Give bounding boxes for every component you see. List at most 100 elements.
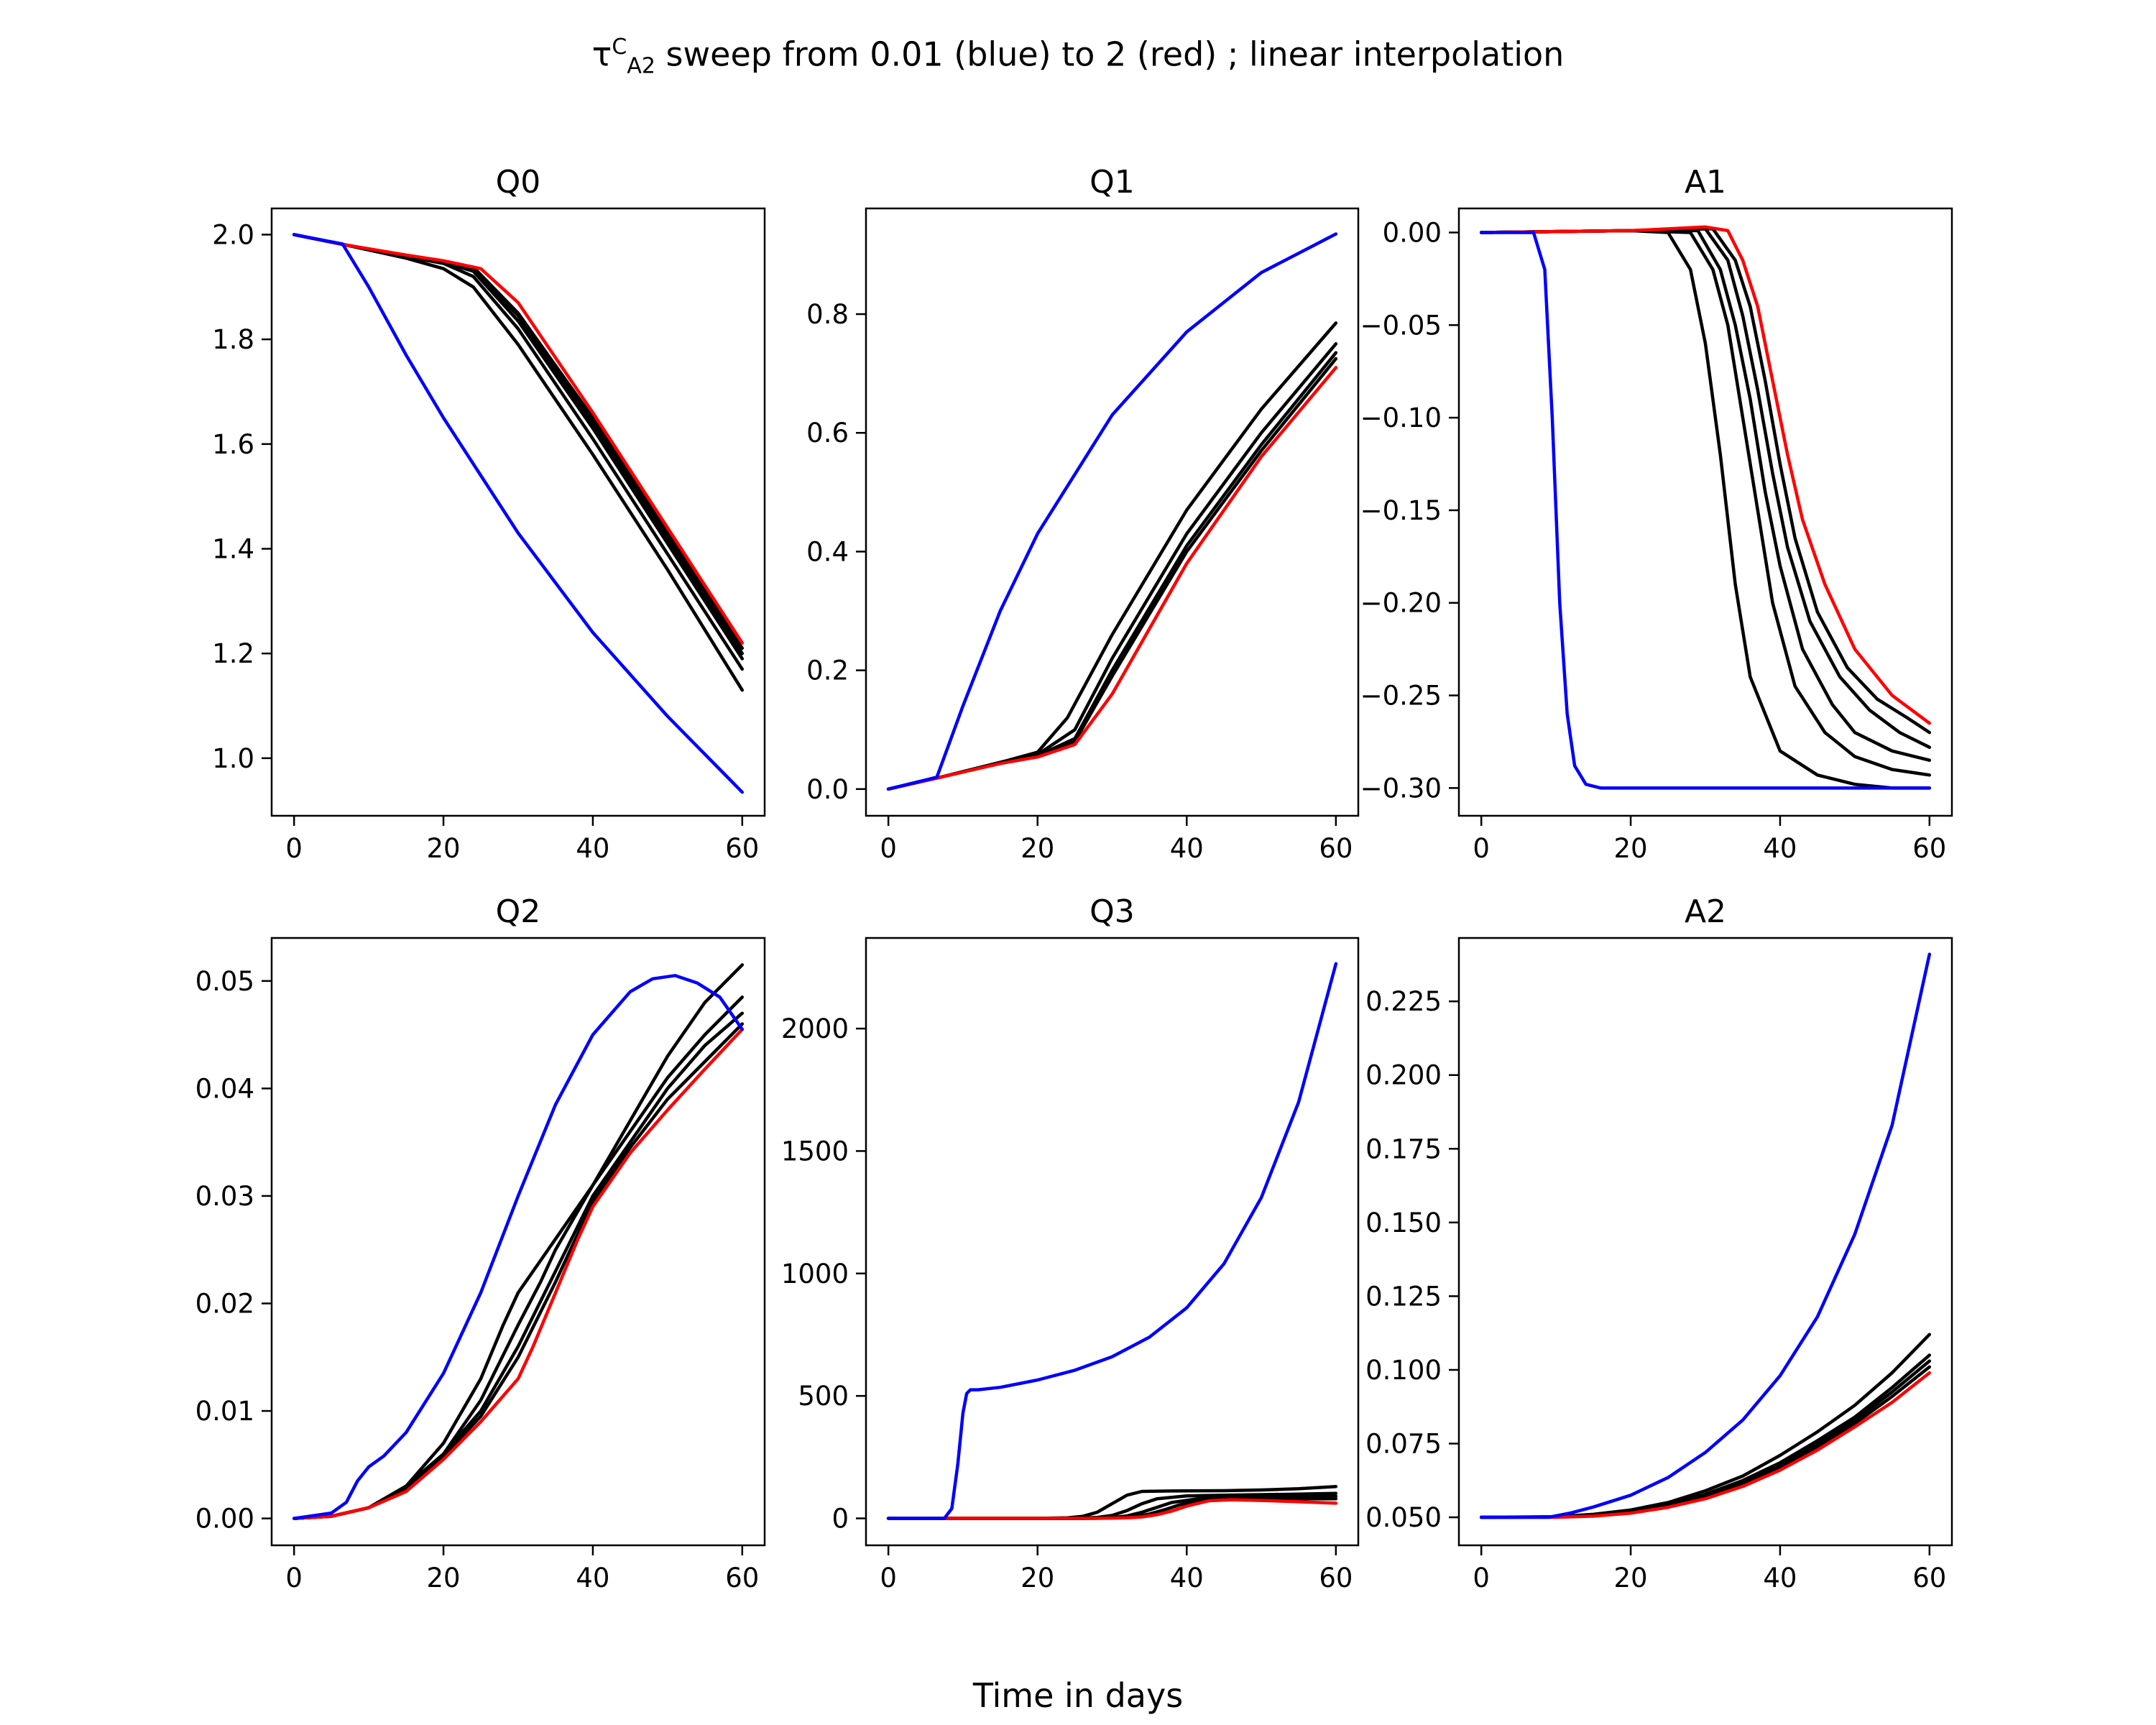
x-tick-label: 40 xyxy=(1170,1563,1204,1593)
x-tick-label: 0 xyxy=(880,833,897,864)
subplot-a1: 0 20 40 60 −0.30 −0.25 −0.20 −0.15 −0.10 −0.05 0.0… xyxy=(1360,164,1953,864)
series-line-black-0 xyxy=(292,963,745,1520)
y-tick-label: 0 xyxy=(831,1504,849,1535)
figure-title: τCA2 sweep from 0.01 (blue) to 2 (red) ;… xyxy=(0,34,2156,79)
series-group xyxy=(292,963,745,1520)
x-tick-label: 40 xyxy=(1763,833,1797,864)
subplot-title: Q3 xyxy=(1089,893,1135,930)
x-tick-label: 60 xyxy=(725,1563,759,1593)
subplot-title: Q1 xyxy=(1089,164,1135,201)
y-tick-label: 0.8 xyxy=(806,299,849,330)
series-group xyxy=(1479,225,1932,790)
axes-frame xyxy=(865,207,1360,817)
series-line-black-3 xyxy=(292,1022,745,1520)
y-tick-label: 0.125 xyxy=(1365,1281,1442,1312)
series-line-red-4 xyxy=(886,366,1338,791)
y-tick-label: 0.050 xyxy=(1365,1502,1442,1533)
title-subscript: A2 xyxy=(627,53,655,79)
series-line-blue-5 xyxy=(292,974,745,1520)
y-tick-label: 0.150 xyxy=(1365,1208,1442,1238)
series-line-red-4 xyxy=(1479,1371,1932,1519)
y-tick-label: 0.100 xyxy=(1365,1355,1442,1386)
y-tick-label: −0.05 xyxy=(1360,310,1442,341)
x-tick-label: 0 xyxy=(1473,1563,1490,1593)
y-tick-label: 1500 xyxy=(781,1136,849,1167)
y-tick-label: 1.6 xyxy=(212,429,254,460)
y-tick-label: 0.6 xyxy=(806,418,849,448)
figure-x-label: Time in days xyxy=(972,1676,1184,1715)
x-tick-label: 20 xyxy=(1614,833,1648,864)
series-line-black-1 xyxy=(292,995,745,1520)
series-line-blue-6 xyxy=(292,233,745,794)
x-tick-label: 60 xyxy=(1912,833,1946,864)
subplot-q3: 0 20 40 60 0 500 1000 1500 2000 Q3 xyxy=(781,893,1360,1593)
title-superscript: C xyxy=(612,34,627,60)
y-tick-label: −0.30 xyxy=(1360,773,1442,804)
series-line-blue-5 xyxy=(886,962,1338,1520)
series-group xyxy=(1479,952,1932,1519)
subplot-q0: 0 20 40 60 1.0 1.2 1.4 1.6 1.8 2.0 Q0 xyxy=(212,164,766,864)
x-tick-label: 0 xyxy=(285,1563,303,1593)
x-tick-label: 0 xyxy=(1473,833,1490,864)
series-line-red-5 xyxy=(292,233,745,645)
x-tick-label: 40 xyxy=(576,1563,609,1593)
y-tick-label: 0.200 xyxy=(1365,1060,1442,1091)
y-tick-label: 1.8 xyxy=(212,324,254,355)
y-tick-label: 0.05 xyxy=(195,966,254,997)
x-tick-label: 40 xyxy=(1763,1563,1797,1593)
y-tick-label: 2.0 xyxy=(212,219,254,250)
y-tick-label: 0.04 xyxy=(195,1073,254,1104)
axes-frame xyxy=(1457,207,1953,817)
x-tick-label: 60 xyxy=(1319,833,1353,864)
series-line-blue-6 xyxy=(1479,231,1932,790)
series-line-black-1 xyxy=(292,233,745,671)
y-tick-label: 0.175 xyxy=(1365,1133,1442,1164)
x-tick-label: 20 xyxy=(1614,1563,1648,1593)
y-tick-label: 2000 xyxy=(781,1013,849,1044)
series-line-black-2 xyxy=(292,233,745,661)
subplot-title: Q2 xyxy=(496,893,541,930)
y-tick-label: 0.0 xyxy=(806,774,849,805)
series-line-black-3 xyxy=(1479,227,1932,749)
x-tick-label: 20 xyxy=(1021,1563,1054,1593)
x-tick-label: 60 xyxy=(1912,1563,1946,1593)
y-tick-label: −0.20 xyxy=(1360,588,1442,619)
y-tick-label: 0.00 xyxy=(195,1504,254,1535)
y-tick-label: 500 xyxy=(798,1381,849,1412)
subplot-q1: 0 20 40 60 0.0 0.2 0.4 0.6 0.8 Q1 xyxy=(806,164,1360,864)
subplot-title: A1 xyxy=(1685,164,1726,201)
series-group xyxy=(292,233,745,794)
x-tick-label: 20 xyxy=(1021,833,1054,864)
series-line-black-1 xyxy=(1479,1353,1932,1519)
x-tick-label: 20 xyxy=(427,833,461,864)
subplot-title: Q0 xyxy=(496,164,541,201)
series-line-blue-5 xyxy=(1479,952,1932,1519)
y-tick-label: 1.0 xyxy=(212,743,254,774)
y-tick-label: 1000 xyxy=(781,1259,849,1289)
y-tick-label: 0.01 xyxy=(195,1396,254,1427)
y-tick-label: 1.4 xyxy=(212,533,254,564)
series-line-black-2 xyxy=(292,1011,745,1520)
y-tick-label: −0.25 xyxy=(1360,681,1442,712)
y-tick-label: 0.075 xyxy=(1365,1428,1442,1459)
y-tick-label: 0.00 xyxy=(1383,217,1442,248)
y-tick-label: 0.4 xyxy=(806,536,849,567)
series-line-black-0 xyxy=(1479,1333,1932,1519)
series-line-red-5 xyxy=(1479,225,1932,725)
series-line-black-2 xyxy=(1479,229,1932,762)
title-text: sweep from 0.01 (blue) to 2 (red) ; line… xyxy=(655,34,1565,74)
y-tick-label: 0.02 xyxy=(195,1288,254,1319)
x-tick-label: 40 xyxy=(576,833,609,864)
y-tick-label: 0.2 xyxy=(806,656,849,686)
series-group xyxy=(886,962,1338,1520)
axes-frame xyxy=(270,937,766,1547)
x-tick-label: 40 xyxy=(1170,833,1204,864)
x-tick-label: 20 xyxy=(427,1563,461,1593)
y-tick-label: 1.2 xyxy=(212,638,254,669)
x-tick-label: 0 xyxy=(880,1563,897,1593)
series-group xyxy=(886,232,1338,791)
series-line-black-1 xyxy=(1479,229,1932,777)
series-line-black-4 xyxy=(292,233,745,650)
